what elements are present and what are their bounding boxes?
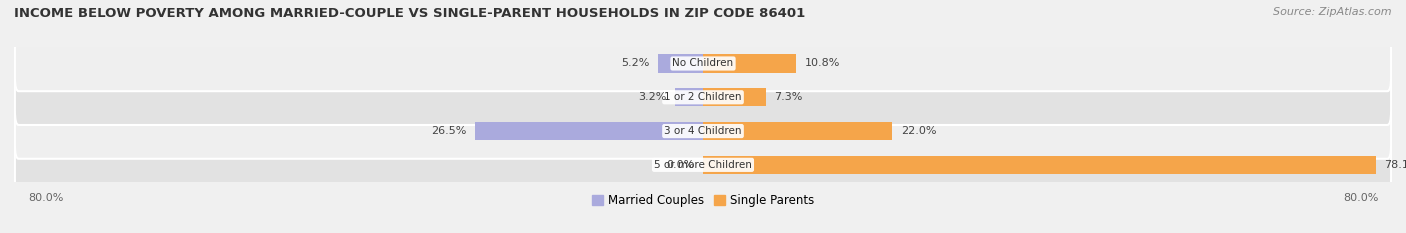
Bar <box>703 122 893 140</box>
Text: 22.0%: 22.0% <box>901 126 936 136</box>
Text: 5 or more Children: 5 or more Children <box>654 160 752 170</box>
Bar <box>658 54 703 73</box>
Text: 80.0%: 80.0% <box>28 192 63 202</box>
Text: 5.2%: 5.2% <box>621 58 650 69</box>
Text: 0.0%: 0.0% <box>666 160 695 170</box>
Text: 7.3%: 7.3% <box>775 92 803 102</box>
Bar <box>703 88 766 106</box>
Bar <box>703 54 796 73</box>
Bar <box>703 156 1375 174</box>
Legend: Married Couples, Single Parents: Married Couples, Single Parents <box>589 192 817 210</box>
Text: 3 or 4 Children: 3 or 4 Children <box>664 126 742 136</box>
Text: 10.8%: 10.8% <box>804 58 839 69</box>
Text: 78.1%: 78.1% <box>1384 160 1406 170</box>
FancyBboxPatch shape <box>15 70 1391 125</box>
Text: 3.2%: 3.2% <box>638 92 666 102</box>
FancyBboxPatch shape <box>15 36 1391 91</box>
Bar <box>475 122 703 140</box>
Text: No Children: No Children <box>672 58 734 69</box>
Text: INCOME BELOW POVERTY AMONG MARRIED-COUPLE VS SINGLE-PARENT HOUSEHOLDS IN ZIP COD: INCOME BELOW POVERTY AMONG MARRIED-COUPL… <box>14 7 806 20</box>
Text: Source: ZipAtlas.com: Source: ZipAtlas.com <box>1274 7 1392 17</box>
FancyBboxPatch shape <box>15 103 1391 159</box>
Text: 80.0%: 80.0% <box>1343 192 1378 202</box>
Text: 26.5%: 26.5% <box>430 126 467 136</box>
Text: 1 or 2 Children: 1 or 2 Children <box>664 92 742 102</box>
Bar <box>675 88 703 106</box>
FancyBboxPatch shape <box>15 137 1391 192</box>
